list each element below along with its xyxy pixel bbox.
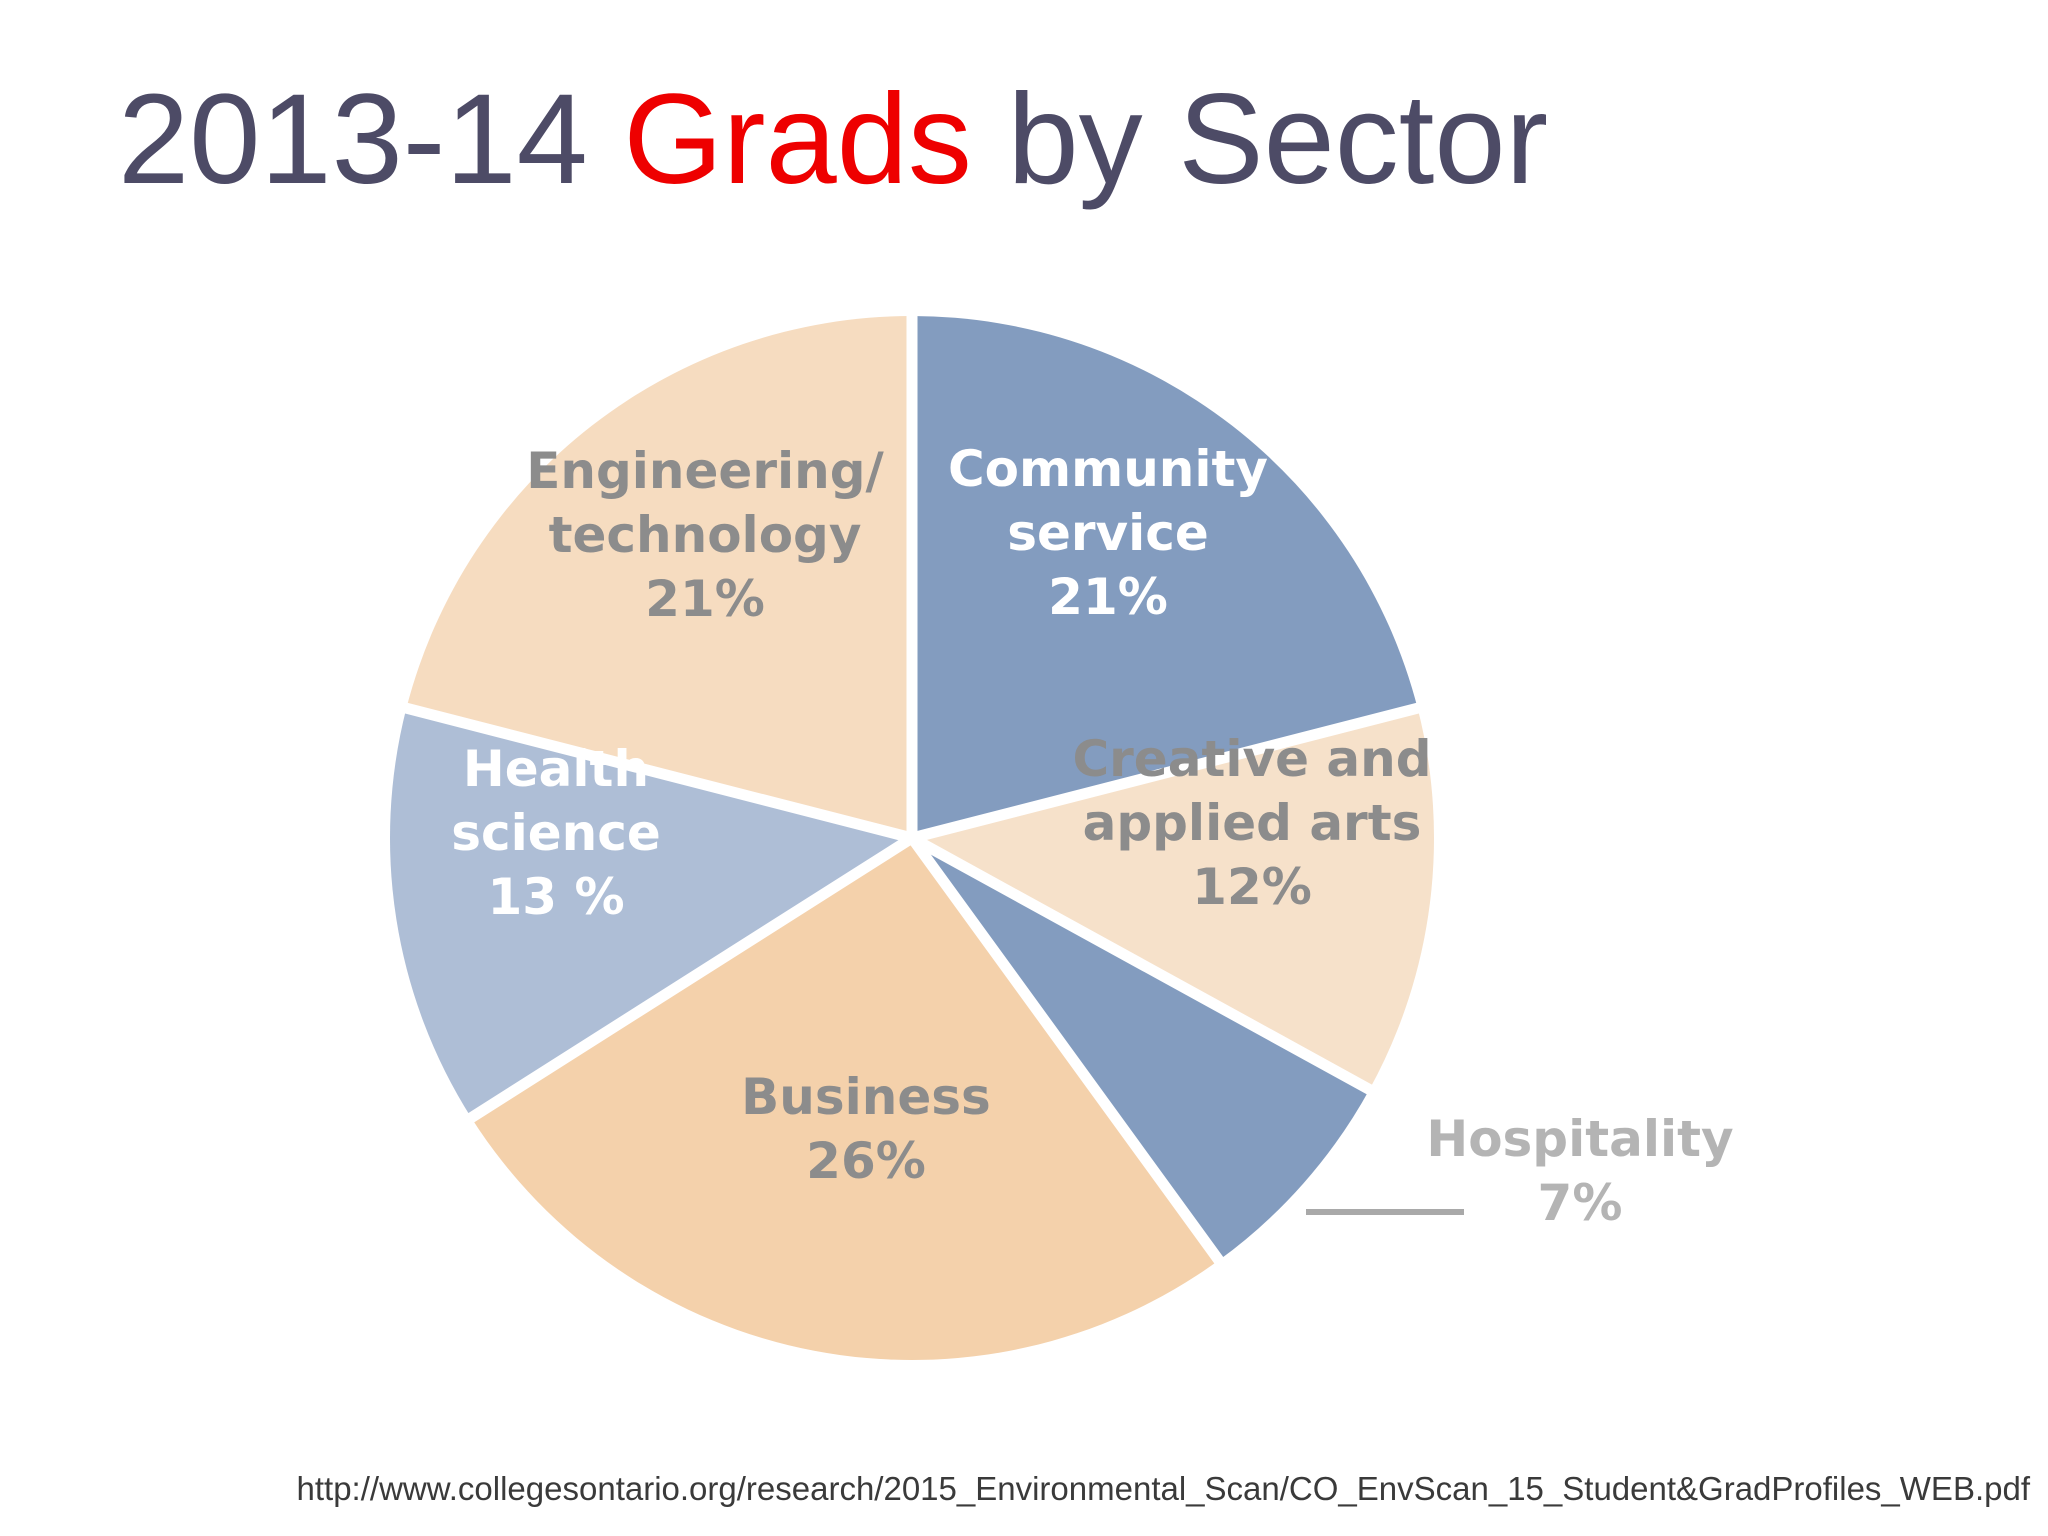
title-highlight: Grads [623, 68, 972, 211]
pie-slice-creative-and-applied-arts [912, 708, 1435, 1090]
pie-slice-separator [906, 832, 1379, 1097]
pie-slices [389, 306, 1435, 1360]
pie-slice-engineering-technology [406, 316, 912, 838]
pie-slice-separator [906, 701, 1427, 844]
pie-slice-separator [462, 832, 918, 1126]
pie-slice-separator [397, 701, 918, 844]
title-year: 2013-14 [118, 68, 588, 211]
pie-label-health-science: Health science 13 % [451, 740, 661, 926]
slide-title: 2013-14 Grads by Sector [118, 68, 1549, 211]
pie-label-engineering-technology: Engineering/technology 21% [526, 442, 884, 628]
pie-label-creative-and-applied-arts: Creative and applied arts 12% [1072, 730, 1431, 916]
pie-slice-separator [906, 832, 1227, 1270]
pie-label-hospitality: Hospitality 7% [1426, 1110, 1733, 1232]
title-rest: by Sector [1007, 68, 1549, 211]
pie-label-community-service: Community service 21% [948, 440, 1268, 626]
source-url[interactable]: http://www.collegesontario.org/research/… [296, 1470, 2030, 1507]
pie-slice-health-science [389, 708, 912, 1118]
pie-label-business: Business 26% [741, 1068, 991, 1190]
pie-labels: Community service 21% Creative and applied a… [451, 440, 1733, 1232]
pie-slice-business [471, 838, 1219, 1360]
pie-slice-community-service [912, 316, 1418, 838]
pie-slice-hospitality [912, 838, 1370, 1261]
